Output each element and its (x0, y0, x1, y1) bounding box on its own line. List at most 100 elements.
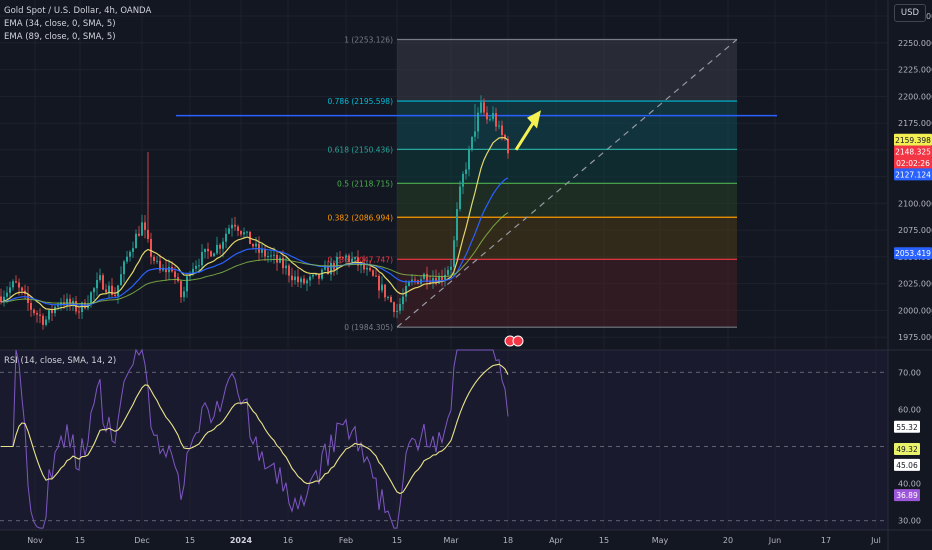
candle-body (342, 257, 344, 259)
candle-body (126, 256, 128, 262)
candle-body (222, 241, 224, 249)
candle-body (414, 279, 416, 281)
candle-body (105, 289, 107, 293)
time-tick-label: 15 (599, 536, 609, 545)
candle-body (168, 266, 170, 273)
candle-body (279, 257, 281, 263)
fib-zone (397, 39, 737, 102)
time-tick-label: 15 (185, 536, 195, 545)
candle-body (348, 255, 350, 262)
candle-body (141, 222, 143, 236)
candle-body (399, 304, 401, 311)
ema34-line (0, 136, 509, 311)
fib-level-label: 0.5 (2118.715) (337, 179, 393, 188)
price-label: 2127.124 (895, 170, 931, 179)
candle-body (270, 255, 272, 257)
candle-body (117, 285, 119, 296)
time-tick-label: 2024 (230, 536, 253, 545)
candle-body (120, 274, 122, 286)
candle-body (99, 275, 101, 280)
price-tick-label: 1975.000 (898, 333, 932, 342)
fib-level-label: 0.382 (2086.994) (328, 213, 394, 222)
rsi-pane (0, 350, 888, 530)
price-label-bg (894, 145, 932, 158)
candle-body (219, 244, 221, 249)
candle-body (114, 294, 116, 296)
candle-body (57, 305, 59, 307)
candle-body (183, 291, 185, 298)
candle-body (210, 251, 212, 257)
candle-body (18, 282, 20, 288)
time-tick-label: Jun (768, 536, 782, 545)
symbol-title[interactable]: Gold Spot / U.S. Dollar, 4h, OANDA (4, 6, 152, 16)
time-tick-label: 17 (821, 536, 831, 545)
time-tick-label: May (652, 536, 669, 545)
price-label-bg (894, 157, 932, 170)
candle-body (402, 296, 404, 305)
currency-button[interactable]: USD (894, 4, 926, 22)
candle-body (291, 275, 293, 281)
projection-arrow-head (527, 110, 541, 129)
rsi-value-label-bg (894, 489, 920, 502)
candle-body (231, 224, 233, 229)
candle-body (351, 258, 353, 262)
candle-body (225, 233, 227, 242)
candle-body (462, 173, 464, 187)
candle-body (480, 102, 482, 113)
candle-body (396, 310, 398, 313)
candle-body (405, 285, 407, 297)
candle-body (504, 135, 506, 140)
candle-body (282, 257, 284, 269)
candle-body (159, 260, 161, 271)
candle-body (267, 256, 269, 258)
candle-body (456, 209, 458, 241)
candle-body (252, 244, 254, 247)
price-tick-label: 2025.000 (898, 280, 932, 289)
candle-body (81, 302, 83, 313)
candle-body (6, 292, 8, 297)
candle-body (36, 313, 38, 315)
projection-arrow-shaft (514, 119, 537, 151)
candle-body (90, 292, 92, 304)
candle-body (51, 310, 53, 314)
time-tick-label: Jul (870, 536, 881, 545)
ema34-legend[interactable]: EMA (34, close, 0, SMA, 5) (4, 19, 116, 29)
fib-zone (397, 183, 737, 218)
time-tick-label: Nov (27, 536, 43, 545)
price-tick-label: 2075.000 (898, 226, 932, 235)
candle-body (27, 293, 29, 304)
candle-body (42, 315, 44, 325)
time-tick-label: 20 (723, 536, 733, 545)
rsi-legend[interactable]: RSI (14, close, SMA, 14, 2) (4, 356, 117, 366)
time-tick-label: Apr (549, 536, 564, 545)
time-tick-label: 18 (503, 536, 513, 545)
candle-body (165, 267, 167, 273)
ema89-legend[interactable]: EMA (89, close, 0, SMA, 5) (4, 32, 116, 42)
price-tick-label: 2000.000 (898, 306, 932, 315)
rsi-value-label: 45.06 (896, 461, 918, 470)
candle-body (411, 279, 413, 282)
candle-body (255, 243, 257, 247)
rsi-tick-label: 30.00 (898, 517, 921, 526)
candle-body (468, 149, 470, 170)
price-tick-label: 2175.000 (898, 119, 932, 128)
rsi-value-label-bg (894, 443, 920, 456)
candle-body (39, 314, 41, 316)
candle-body (204, 248, 206, 252)
candle-body (381, 284, 383, 291)
candle-body (195, 265, 197, 269)
candle-body (336, 257, 338, 270)
candle-body (63, 302, 65, 306)
candle-body (192, 268, 194, 274)
price-label: 2053.419 (895, 249, 931, 258)
candle-body (330, 262, 332, 275)
candle-body (294, 276, 296, 281)
rsi-ma-line (1, 363, 509, 495)
candle-body (465, 169, 467, 174)
fib-level-label: 0.786 (2195.598) (328, 97, 394, 106)
candle-body (54, 306, 56, 314)
candle-body (438, 276, 440, 284)
candle-body (339, 257, 341, 259)
candle-body (69, 298, 71, 305)
